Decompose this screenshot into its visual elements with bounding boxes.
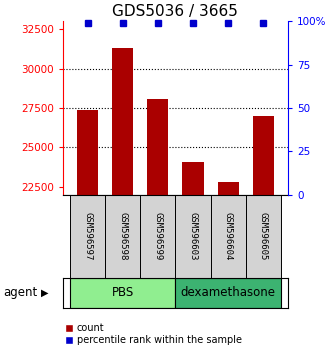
Text: GSM596604: GSM596604 [224, 212, 233, 261]
Bar [140, 195, 175, 278]
Bar [70, 278, 175, 308]
Text: GSM596597: GSM596597 [83, 212, 92, 261]
Bar [175, 195, 211, 278]
Bar [105, 195, 140, 278]
Bar [147, 98, 168, 354]
Bar [175, 278, 281, 308]
Text: GSM596603: GSM596603 [189, 212, 198, 261]
Bar [77, 109, 98, 354]
Bar [211, 195, 246, 278]
Text: dexamethasone: dexamethasone [181, 286, 276, 299]
Text: PBS: PBS [112, 286, 134, 299]
Bar [246, 195, 281, 278]
Text: agent: agent [3, 286, 37, 299]
Title: GDS5036 / 3665: GDS5036 / 3665 [113, 4, 238, 19]
Bar [253, 116, 274, 354]
Text: GSM596598: GSM596598 [118, 212, 127, 261]
Text: ▶: ▶ [41, 288, 49, 298]
Bar [218, 182, 239, 354]
Bar [112, 48, 133, 354]
Text: GSM596599: GSM596599 [153, 212, 162, 261]
Bar [182, 161, 204, 354]
Bar [70, 195, 105, 278]
Legend: count, percentile rank within the sample: count, percentile rank within the sample [61, 319, 246, 349]
Text: GSM596605: GSM596605 [259, 212, 268, 261]
